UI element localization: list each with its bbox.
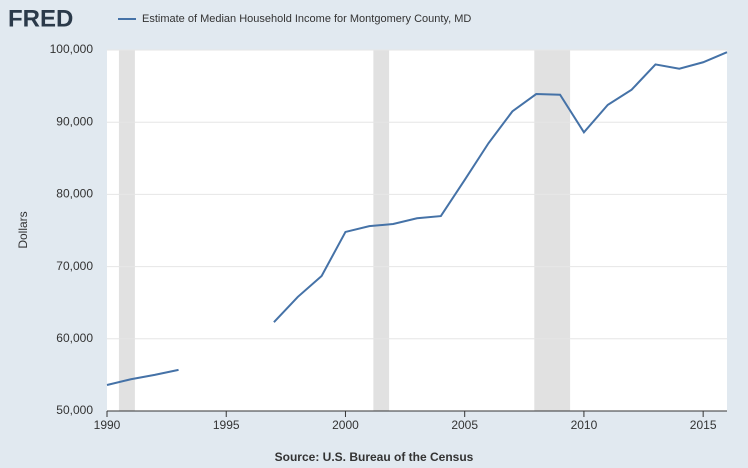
x-tick-label: 1990 bbox=[94, 418, 121, 432]
y-tick-label: 50,000 bbox=[56, 403, 93, 417]
recession-band bbox=[118, 50, 135, 411]
x-tick-label: 1995 bbox=[213, 418, 240, 432]
y-tick-label: 100,000 bbox=[50, 42, 94, 56]
x-tick-label: 2005 bbox=[451, 418, 478, 432]
series-line bbox=[106, 51, 728, 386]
x-tick-label: 2010 bbox=[571, 418, 598, 432]
plot-area bbox=[107, 50, 727, 411]
x-tick-label: 2015 bbox=[690, 418, 717, 432]
y-tick-label: 70,000 bbox=[56, 259, 93, 273]
legend-label: Estimate of Median Household Income for … bbox=[142, 13, 471, 25]
y-tick-label: 80,000 bbox=[56, 187, 93, 201]
recession-band bbox=[534, 50, 571, 411]
y-axis-label: Dollars bbox=[16, 211, 30, 248]
y-tick-label: 60,000 bbox=[56, 331, 93, 345]
x-tick-label: 2000 bbox=[332, 418, 359, 432]
logo: FRED bbox=[8, 5, 73, 32]
source: Source: U.S. Bureau of the Census bbox=[275, 450, 474, 464]
recession-band bbox=[373, 50, 390, 411]
y-tick-label: 90,000 bbox=[56, 114, 93, 128]
